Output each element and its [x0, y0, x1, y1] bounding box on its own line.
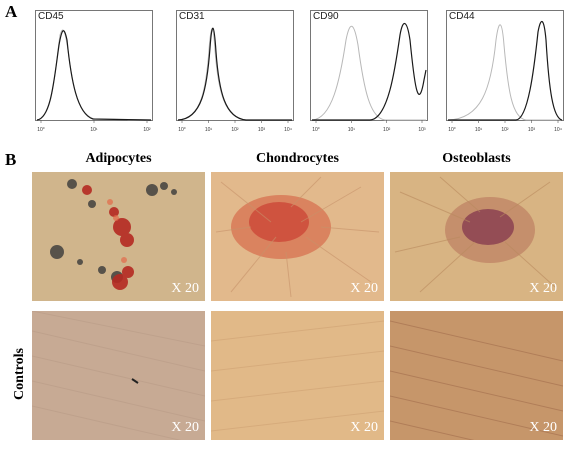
photo-adipocytes-control: X 20 — [32, 311, 205, 440]
histogram-cd44-plot: 10° 10¹ 10² 10³ 10⁴ — [446, 10, 564, 133]
magnification-label: X 20 — [171, 281, 199, 296]
axis-tick-label: 10² — [231, 127, 239, 133]
axis-tick-label: 10⁴ — [554, 127, 562, 133]
magnification-label: X 20 — [350, 420, 378, 435]
photo-chondrocytes-control: X 20 — [211, 311, 384, 440]
histogram-cd44: 10° 10¹ 10² 10³ 10⁴ CD44 — [446, 10, 564, 133]
magnification-label: X 20 — [529, 420, 557, 435]
axis-tick-label: 10¹ — [348, 127, 356, 133]
axis-tick-label: 10⁴ — [284, 127, 292, 133]
axis-tick-label: 10² — [383, 127, 391, 133]
histogram-cd31: 10° 10¹ 10² 10³ 10⁴ CD31 — [176, 10, 294, 133]
column-heading-adipocytes: Adipocytes — [85, 151, 152, 166]
osteoblasts-control-image — [390, 311, 563, 440]
histogram-cd45-plot: 10° 10¹ 10² — [35, 10, 153, 133]
osteoblasts-stained-image — [390, 172, 563, 301]
axis-tick-label: 10¹ — [205, 127, 213, 133]
histogram-cd31-plot: 10° 10¹ 10² 10³ 10⁴ — [176, 10, 294, 133]
adipocytes-control-image — [32, 311, 205, 440]
column-heading-chondrocytes: Chondrocytes — [256, 151, 339, 166]
stain-curve — [36, 30, 152, 121]
photo-adipocytes-stained: X 20 — [32, 172, 205, 301]
histogram-label: CD45 — [38, 11, 64, 22]
photo-osteoblasts-stained: X 20 — [390, 172, 563, 301]
axis-tick-label: 10° — [37, 127, 45, 133]
adipocytes-stained-image — [32, 172, 205, 301]
axis-tick-label: 10² — [143, 127, 151, 133]
axis-tick-label: 10² — [501, 127, 509, 133]
axis-tick-label: 10° — [312, 127, 320, 133]
stain-curve — [448, 21, 563, 121]
column-heading-osteoblasts: Osteoblasts — [442, 151, 511, 166]
histogram-label: CD31 — [179, 11, 205, 22]
axis-tick-label: 10° — [178, 127, 186, 133]
chondrocytes-control-image — [211, 311, 384, 440]
magnification-label: X 20 — [171, 420, 199, 435]
axis-tick-label: 10¹ — [475, 127, 483, 133]
chondrocytes-stained-image — [211, 172, 384, 301]
magnification-label: X 20 — [350, 281, 378, 296]
panel-b-letter: B — [5, 150, 17, 169]
controls-row-label: Controls — [12, 348, 27, 400]
axis-tick-label: 10³ — [258, 127, 266, 133]
histogram-label: CD44 — [449, 11, 475, 22]
isotype-curve — [447, 24, 562, 121]
isotype-curve — [311, 25, 426, 121]
axis-tick-label: 10³ — [528, 127, 536, 133]
photo-chondrocytes-stained: X 20 — [211, 172, 384, 301]
histogram-cd90-plot: 10° 10¹ 10² 10³ — [310, 10, 428, 133]
photo-osteoblasts-control: X 20 — [390, 311, 563, 440]
axis-tick-label: 10¹ — [90, 127, 98, 133]
magnification-label: X 20 — [529, 281, 557, 296]
histogram-cd45: 10° 10¹ 10² CD45 — [35, 10, 153, 133]
stain-curve — [312, 23, 427, 121]
panel-a-letter: A — [5, 2, 18, 21]
stain-curve — [177, 27, 292, 121]
axis-tick-label: 10° — [448, 127, 456, 133]
histogram-label: CD90 — [313, 11, 339, 22]
axis-tick-label: 10³ — [418, 127, 426, 133]
histogram-cd90: 10° 10¹ 10² 10³ CD90 — [310, 10, 428, 133]
